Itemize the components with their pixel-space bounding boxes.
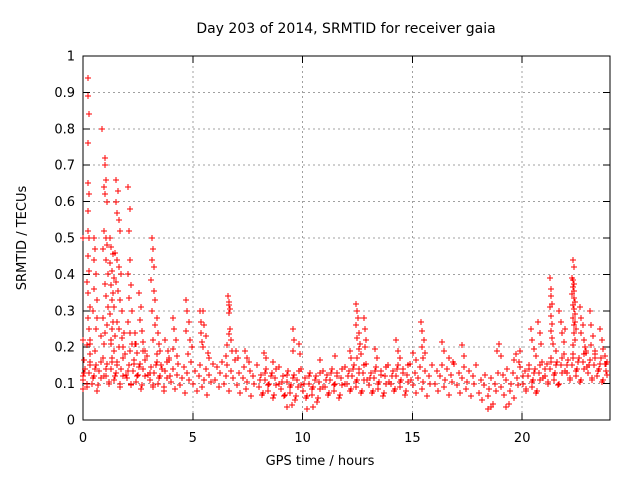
chart-title: Day 203 of 2014, SRMTID for receiver gai… bbox=[196, 21, 495, 37]
x-tick-labels: 0 5 10 15 20 bbox=[79, 431, 531, 446]
y-tick-label: 0.6 bbox=[54, 195, 75, 210]
x-tick-label: 15 bbox=[404, 431, 421, 446]
plus-markers bbox=[80, 75, 610, 412]
y-tick-label: 0 bbox=[67, 414, 75, 429]
y-tick-label: 0.7 bbox=[54, 159, 75, 174]
y-tick-label: 0.4 bbox=[54, 268, 75, 283]
y-tick-label: 0.2 bbox=[54, 341, 75, 356]
grid-path bbox=[83, 56, 610, 420]
x-tick-label: 20 bbox=[514, 431, 531, 446]
y-tick-label: 0.9 bbox=[54, 86, 75, 101]
gridlines bbox=[83, 56, 610, 420]
x-tick-label: 0 bbox=[79, 431, 87, 446]
y-tick-label: 0.5 bbox=[54, 232, 75, 247]
x-tick-label: 10 bbox=[294, 431, 311, 446]
x-axis-label: GPS time / hours bbox=[266, 454, 375, 469]
y-tick-label: 0.8 bbox=[54, 122, 75, 137]
y-tick-label: 1 bbox=[67, 50, 75, 65]
y-tick-label: 0.3 bbox=[54, 304, 75, 319]
y-tick-labels: 0 0.1 0.2 0.3 0.4 0.5 0.6 0.7 0.8 0.9 1 bbox=[54, 50, 75, 429]
y-axis-label: SRMTID / TECUs bbox=[15, 186, 30, 291]
x-tick-label: 5 bbox=[189, 431, 197, 446]
scatter-points bbox=[80, 75, 610, 412]
y-tick-label: 0.1 bbox=[54, 377, 75, 392]
